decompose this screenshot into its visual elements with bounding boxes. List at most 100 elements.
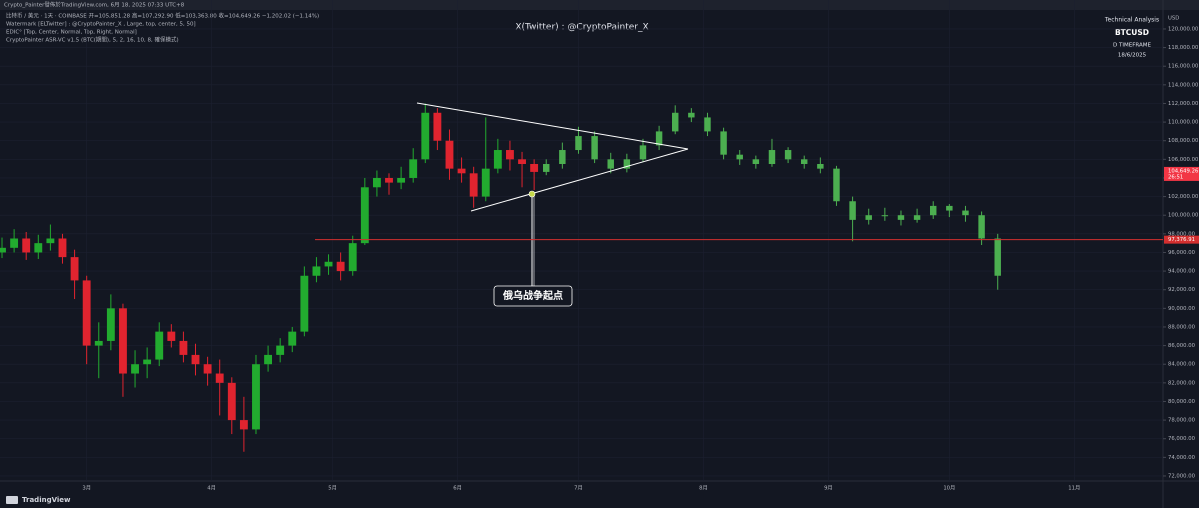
y-tick-label: 112,000.00 — [1168, 101, 1199, 107]
logo-icon — [6, 496, 18, 504]
y-tick-label: 72,000.00 — [1168, 473, 1196, 479]
y-tick-label: 74,000.00 — [1168, 455, 1196, 461]
candle-body — [58, 238, 67, 258]
candle-body — [623, 159, 631, 169]
candle-body — [481, 168, 490, 197]
candle-body — [720, 131, 727, 155]
candle-body — [800, 159, 808, 164]
candle-body — [672, 112, 679, 132]
candle-body — [639, 145, 647, 160]
candle-body — [276, 345, 285, 355]
candle-body — [978, 215, 985, 239]
title-bar-text: Crypto_Painter發佈於TradingView.com, 6月 18,… — [4, 1, 185, 9]
candle-body — [227, 382, 236, 421]
plot — [0, 0, 1163, 481]
y-tick-label: 116,000.00 — [1168, 64, 1199, 70]
candle-body — [239, 420, 248, 430]
candle-body — [881, 215, 889, 217]
candle-body — [817, 163, 824, 169]
price-tag — [1164, 235, 1199, 244]
x-tick-label: 7月 — [574, 485, 583, 492]
x-tick-label: 9月 — [824, 485, 833, 492]
legend-line: 比特币 / 美元 · 1天 · COINBASE 开=105,851.28 高=… — [6, 12, 319, 20]
candle-body — [994, 238, 1001, 276]
candle-body — [70, 257, 79, 281]
candle-body — [0, 247, 6, 253]
callout-text: 俄乌战争起点 — [502, 289, 563, 302]
x-tick-label: 6月 — [453, 485, 462, 492]
trend-line — [416, 102, 689, 150]
candle-body — [607, 159, 614, 169]
candle-body — [155, 331, 164, 360]
candle-body — [372, 177, 381, 188]
candle-body — [312, 266, 321, 276]
x-tick-label: 4月 — [207, 485, 216, 492]
candle-body — [421, 112, 430, 160]
y-tick-label: 80,000.00 — [1168, 399, 1196, 405]
candle-body — [469, 173, 478, 197]
y-tick-label: 92,000.00 — [1168, 287, 1196, 293]
candle-body — [409, 159, 418, 178]
candle-body — [131, 364, 139, 374]
candle-body — [143, 359, 152, 365]
y-tick-label: 100,000.00 — [1168, 213, 1199, 219]
candle-body — [300, 275, 309, 332]
y-tick-label: 84,000.00 — [1168, 362, 1196, 368]
y-tick-label: 90,000.00 — [1168, 306, 1196, 312]
candle-body — [119, 308, 127, 374]
candle-body — [929, 205, 937, 216]
candle-body — [559, 150, 566, 164]
candle-body — [385, 177, 393, 183]
candle-body — [591, 136, 598, 160]
info-text: Technical Analysis — [1104, 17, 1159, 24]
info-text: BTCUSD — [1115, 28, 1149, 37]
callout-box — [493, 285, 573, 307]
candle-body — [203, 364, 212, 374]
candle-body — [34, 243, 43, 253]
x-tick-label: 8月 — [699, 485, 708, 492]
watermark: X(Twitter) : @CryptoPainter_X — [515, 23, 648, 33]
candle-body — [655, 131, 663, 146]
candle-body — [106, 308, 115, 341]
trend-line — [470, 148, 689, 212]
candle-body — [704, 117, 711, 132]
currency: USD — [1168, 16, 1179, 22]
price-tag-label: 97,376.91 — [1168, 237, 1195, 243]
candle-body — [397, 177, 406, 183]
candle-body — [493, 150, 502, 169]
candle-body — [913, 215, 921, 220]
candle-body — [736, 154, 743, 160]
info-text: 18/6/2025 — [1118, 53, 1147, 59]
candle-body — [288, 331, 297, 346]
legend-line: CryptoPainter ASR-VC v1.5 (BTC(期間), 5, 2… — [6, 36, 179, 44]
candle-body — [506, 150, 514, 160]
candle-body — [46, 238, 55, 244]
candle-body — [22, 238, 31, 253]
y-tick-label: 78,000.00 — [1168, 418, 1196, 424]
candle-body — [215, 373, 224, 383]
x-tick-label: 3月 — [82, 485, 91, 492]
candle-body — [360, 187, 369, 244]
y-tick-label: 98,000.00 — [1168, 231, 1196, 237]
price-tag — [1164, 166, 1199, 181]
candle-body — [264, 354, 273, 365]
triangle-drawing — [416, 102, 689, 212]
candle-body — [457, 168, 466, 174]
y-tick-label: 82,000.00 — [1168, 380, 1196, 386]
candle-body — [445, 140, 454, 169]
candle-body — [688, 112, 695, 118]
y-tick-label: 108,000.00 — [1168, 138, 1199, 144]
candle-body — [543, 163, 550, 172]
candle-body — [336, 261, 345, 272]
candle-body — [897, 215, 905, 220]
candle-body — [191, 354, 200, 365]
candle-body — [10, 238, 19, 248]
candle-body — [348, 243, 357, 272]
candle-body — [82, 280, 91, 346]
candle-body — [784, 150, 792, 160]
candle-body — [833, 168, 840, 202]
candle-body — [324, 261, 333, 267]
candle-body — [94, 340, 103, 346]
candle-body — [865, 215, 872, 220]
legend-line: EDIC° [Top, Center, Normal, Top, Right, … — [6, 30, 137, 36]
